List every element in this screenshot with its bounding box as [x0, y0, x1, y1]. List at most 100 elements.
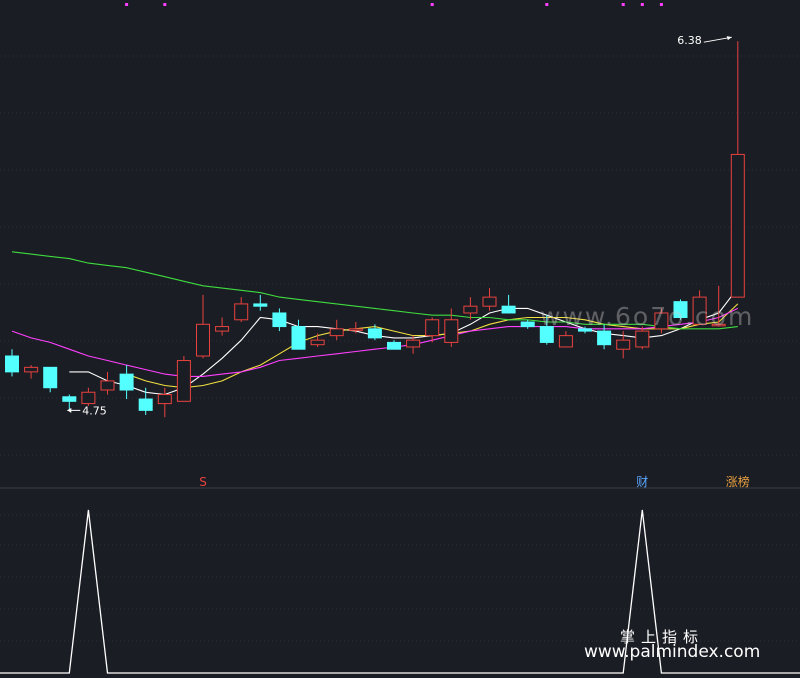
- candle-body: [176, 360, 191, 402]
- candle-body: [5, 355, 19, 373]
- candle: [654, 308, 669, 334]
- candle: [81, 387, 96, 406]
- ma-line-3: [11, 251, 738, 330]
- candle-body: [367, 328, 382, 339]
- candle-body: [616, 339, 631, 350]
- candle: [444, 308, 459, 347]
- candle: [673, 299, 688, 320]
- top-marker: [621, 3, 625, 6]
- candle-body: [558, 335, 573, 348]
- chart-grid: [0, 55, 800, 642]
- candle: [119, 365, 134, 400]
- candlestick-series: [5, 41, 745, 418]
- candle-body: [253, 303, 268, 307]
- candle-body: [100, 380, 115, 391]
- candle: [62, 394, 77, 411]
- candle-body: [196, 323, 210, 357]
- candle-body: [272, 312, 287, 328]
- candle: [387, 340, 401, 350]
- candle-body: [234, 303, 249, 321]
- candle-body: [62, 396, 77, 402]
- candle-body: [329, 328, 344, 337]
- candle: [635, 326, 650, 350]
- candle: [425, 317, 440, 343]
- candle-body: [81, 391, 96, 405]
- candle: [520, 319, 535, 329]
- watermark-url: www.palmindex.com: [584, 642, 761, 662]
- candle-body: [406, 339, 421, 348]
- high-price-label: 6.38: [677, 34, 702, 47]
- candle: [291, 319, 306, 350]
- candle: [215, 317, 230, 336]
- candle: [578, 326, 592, 334]
- candle-body: [119, 373, 134, 391]
- candle: [730, 41, 745, 298]
- candle-body: [425, 319, 440, 337]
- top-marker: [659, 3, 663, 6]
- top-marker: [163, 3, 167, 6]
- candle: [616, 331, 631, 359]
- low-price-label: 4.75: [82, 404, 107, 417]
- candle: [348, 322, 363, 334]
- candle: [558, 331, 573, 348]
- candle-body: [463, 305, 478, 314]
- top-marker: [545, 3, 549, 6]
- candle-body: [673, 301, 688, 319]
- signal-label: 财: [636, 475, 648, 489]
- candle: [176, 356, 191, 402]
- candle-body: [578, 328, 592, 332]
- candle: [196, 294, 210, 359]
- top-marker: [125, 3, 129, 6]
- candle: [310, 333, 325, 347]
- candle: [100, 371, 115, 395]
- candle: [253, 294, 268, 311]
- candle-body: [539, 326, 554, 343]
- candle: [463, 297, 478, 320]
- candle: [597, 324, 612, 350]
- candle-body: [482, 296, 497, 307]
- candle-body: [635, 330, 650, 348]
- candle: [539, 315, 554, 345]
- candle-body: [348, 328, 363, 331]
- candle: [43, 366, 58, 393]
- signal-label: S: [199, 475, 207, 489]
- signal-label: 涨榜: [726, 474, 750, 489]
- watermark-chinese: 掌上指标: [620, 628, 705, 646]
- candle: [157, 387, 172, 418]
- candle-body: [310, 339, 325, 346]
- signal-panel: S 财 涨榜: [0, 474, 800, 674]
- top-marker: [430, 3, 434, 6]
- candle-body: [444, 319, 459, 343]
- candle-body: [520, 321, 535, 328]
- candle: [501, 294, 516, 314]
- annotation-arrow: [703, 36, 732, 43]
- candle-body: [387, 341, 401, 350]
- candle: [24, 365, 39, 379]
- candle-body: [501, 305, 516, 314]
- candle: [329, 319, 344, 341]
- candle: [406, 335, 421, 354]
- candle: [234, 297, 249, 323]
- candle: [482, 288, 497, 311]
- candle-body: [692, 296, 707, 325]
- candle-body: [291, 326, 306, 350]
- candle: [272, 308, 287, 332]
- price-annotations: 6.38 4.75: [67, 3, 732, 417]
- candle: [692, 290, 707, 325]
- watermark-mid: www.6o7o.com: [540, 302, 755, 331]
- signal-line: [0, 509, 800, 674]
- annotation-arrowhead: [726, 36, 732, 41]
- candle-body: [43, 366, 58, 389]
- top-marker: [640, 3, 644, 6]
- candle: [711, 285, 726, 327]
- candle-body: [24, 366, 39, 373]
- candle: [138, 387, 153, 415]
- candle-body: [157, 394, 172, 405]
- candle-body: [654, 312, 669, 330]
- ma-line-2: [11, 307, 739, 377]
- candle-body: [711, 323, 726, 327]
- candle: [5, 349, 19, 377]
- candle-body: [597, 330, 612, 346]
- candle-body: [138, 398, 153, 411]
